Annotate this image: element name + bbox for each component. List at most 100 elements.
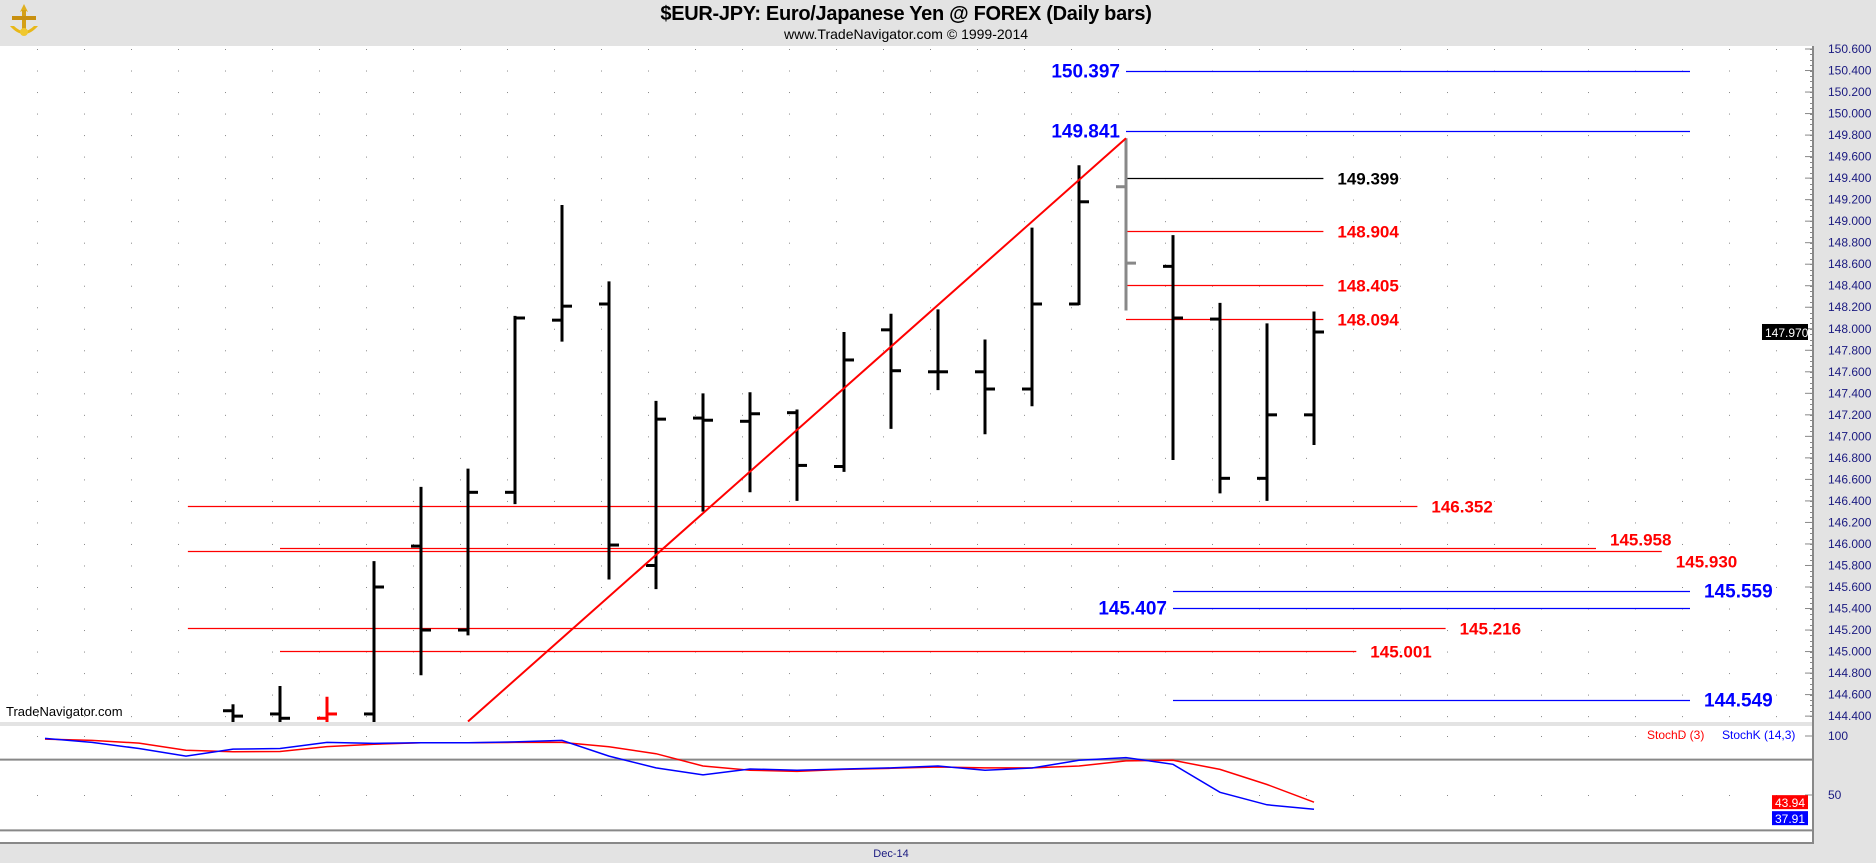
grid-dot	[1353, 307, 1354, 309]
grid-dot	[742, 113, 743, 115]
grid-dot	[1494, 436, 1495, 438]
grid-dot	[1494, 651, 1495, 653]
grid-dot	[1071, 285, 1072, 287]
stoch-legend-d: StochD (3)	[1647, 728, 1704, 742]
grid-dot	[930, 630, 931, 632]
grid-dot	[225, 414, 226, 416]
grid-dot	[1024, 113, 1025, 115]
grid-dot	[883, 156, 884, 158]
grid-dot	[1447, 673, 1448, 675]
grid-dot	[1024, 328, 1025, 330]
grid-dot	[1353, 221, 1354, 223]
grid-dot	[413, 457, 414, 459]
grid-dot	[1635, 307, 1636, 309]
grid-dot	[836, 716, 837, 718]
grid-dot	[460, 135, 461, 137]
grid-dot	[1588, 328, 1589, 330]
grid-dot	[1400, 500, 1401, 502]
grid-dot	[695, 673, 696, 675]
grid-dot	[742, 694, 743, 696]
price-axis-label: 144.600	[1828, 688, 1872, 702]
grid-dot	[1494, 479, 1495, 481]
grid-dot	[1259, 156, 1260, 158]
grid-dot	[319, 350, 320, 352]
grid-dot	[1400, 457, 1401, 459]
grid-dot	[37, 500, 38, 502]
grid-dot	[460, 565, 461, 567]
grid-dot	[178, 285, 179, 287]
grid-dot	[1541, 716, 1542, 718]
grid-dot	[1353, 92, 1354, 94]
grid-dot	[84, 694, 85, 696]
grid-dot	[695, 795, 696, 796]
grid-dot	[507, 522, 508, 524]
grid-dot	[789, 736, 790, 737]
grid-dot	[1400, 178, 1401, 180]
grid-dot	[1635, 716, 1636, 718]
grid-dot	[554, 608, 555, 610]
grid-dot	[1212, 113, 1213, 115]
grid-dot	[930, 328, 931, 330]
grid-dot	[225, 457, 226, 459]
grid-dot	[460, 178, 461, 180]
grid-dot	[977, 328, 978, 330]
grid-dot	[225, 135, 226, 137]
grid-dot	[1071, 328, 1072, 330]
grid-dot	[930, 307, 931, 309]
grid-dot	[1541, 135, 1542, 137]
grid-dot	[1353, 156, 1354, 158]
grid-dot	[1447, 393, 1448, 395]
ohlc-bar	[787, 409, 807, 501]
grid-dot	[366, 543, 367, 545]
grid-dot	[1541, 328, 1542, 330]
grid-dot	[742, 178, 743, 180]
grid-dot	[1541, 673, 1542, 675]
grid-dot	[977, 264, 978, 266]
grid-dot	[1682, 543, 1683, 545]
grid-dot	[1447, 522, 1448, 524]
price-axis-label: 149.600	[1828, 150, 1872, 164]
grid-dot	[131, 500, 132, 502]
grid-dot	[648, 350, 649, 352]
grid-dot	[225, 113, 226, 115]
grid-dot	[554, 587, 555, 588]
price-axis-label: 146.200	[1828, 515, 1872, 529]
grid-dot	[1682, 673, 1683, 675]
grid-dot	[1682, 651, 1683, 653]
grid-dot	[1635, 135, 1636, 137]
grid-dot	[930, 436, 931, 438]
grid-dot	[507, 500, 508, 502]
grid-dot	[178, 70, 179, 72]
grid-dot	[648, 221, 649, 223]
grid-dot	[883, 630, 884, 632]
grid-dot	[1306, 393, 1307, 395]
grid-dot	[742, 587, 743, 588]
grid-dot	[1165, 199, 1166, 201]
grid-dot	[319, 436, 320, 438]
grid-dot	[507, 393, 508, 395]
grid-dot	[1541, 630, 1542, 632]
grid-dot	[366, 630, 367, 632]
grid-dot	[1165, 113, 1166, 115]
grid-dot	[37, 795, 38, 796]
grid-dot	[1353, 522, 1354, 524]
grid-dot	[695, 221, 696, 223]
grid-dot	[366, 716, 367, 718]
grid-dot	[460, 371, 461, 373]
grid-dot	[695, 264, 696, 266]
grid-dot	[507, 92, 508, 94]
grid-dot	[742, 328, 743, 330]
grid-dot	[37, 694, 38, 696]
grid-dot	[1776, 522, 1777, 524]
grid-dot	[37, 350, 38, 352]
grid-dot	[37, 630, 38, 632]
grid-dot	[225, 156, 226, 158]
grid-dot	[1447, 500, 1448, 502]
grid-dot	[1071, 178, 1072, 180]
grid-dot	[1212, 479, 1213, 481]
grid-dot	[1447, 135, 1448, 137]
grid-dot	[1118, 565, 1119, 567]
grid-dot	[319, 694, 320, 696]
grid-dot	[1588, 436, 1589, 438]
grid-dot	[84, 221, 85, 223]
